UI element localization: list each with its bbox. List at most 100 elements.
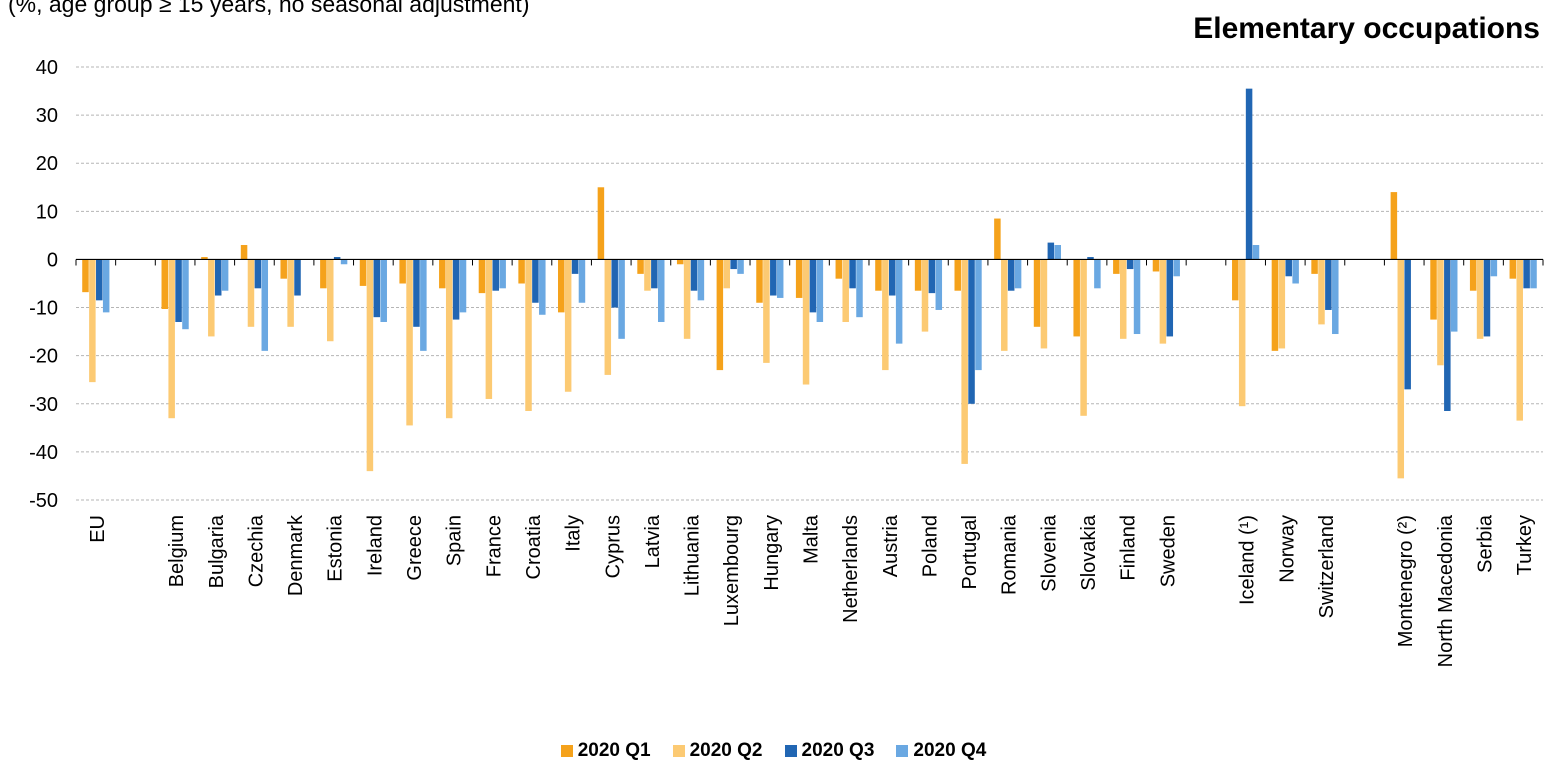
bar bbox=[82, 259, 89, 293]
bar bbox=[1007, 259, 1015, 291]
legend-item-q2: 2020 Q2 bbox=[672, 740, 763, 762]
chart-title: Elementary occupations bbox=[1193, 12, 1540, 45]
bar bbox=[1530, 259, 1537, 289]
legend-label-q1: 2020 Q1 bbox=[577, 740, 651, 761]
bar bbox=[1047, 242, 1055, 260]
bar bbox=[895, 259, 903, 344]
y-tick-label: 10 bbox=[36, 201, 58, 223]
bar bbox=[1113, 259, 1120, 274]
x-tick-label: France bbox=[483, 515, 505, 577]
bar bbox=[201, 257, 208, 260]
bar bbox=[175, 259, 182, 322]
bar bbox=[280, 259, 287, 279]
bar bbox=[327, 259, 334, 342]
bar bbox=[558, 259, 565, 313]
bar bbox=[445, 259, 453, 419]
bar bbox=[1252, 245, 1260, 260]
bar bbox=[1073, 259, 1080, 337]
bar bbox=[261, 259, 269, 351]
bar bbox=[882, 259, 889, 371]
bar bbox=[697, 259, 705, 301]
bar bbox=[161, 259, 169, 309]
x-tick-label: Sweden bbox=[1157, 515, 1179, 587]
legend-item-q4: 2020 Q4 bbox=[896, 740, 986, 762]
bar bbox=[809, 259, 817, 313]
bar bbox=[287, 259, 294, 327]
legend-item-q3: 2020 Q3 bbox=[784, 740, 874, 762]
bar bbox=[240, 245, 248, 260]
bar bbox=[340, 259, 348, 265]
x-tick-label: Croatia bbox=[523, 514, 545, 579]
x-tick-label: Greece bbox=[404, 515, 426, 581]
bar bbox=[975, 259, 982, 371]
legend-swatch-q4 bbox=[896, 745, 909, 757]
bar bbox=[359, 259, 367, 286]
bar bbox=[637, 259, 644, 274]
bar bbox=[1311, 259, 1318, 274]
x-tick-label: Cyprus bbox=[602, 515, 624, 578]
bar bbox=[1516, 259, 1523, 421]
bar bbox=[1126, 259, 1134, 270]
bar bbox=[756, 259, 763, 303]
bar bbox=[1332, 259, 1339, 335]
x-tick-label: Iceland (¹) bbox=[1237, 515, 1259, 605]
bar bbox=[597, 187, 605, 260]
bar bbox=[1397, 259, 1405, 479]
bar bbox=[835, 259, 843, 279]
bar bbox=[875, 259, 882, 291]
bar bbox=[1450, 259, 1458, 332]
bar bbox=[770, 259, 777, 296]
bar bbox=[571, 259, 579, 274]
bar bbox=[1054, 245, 1061, 260]
bar bbox=[856, 259, 863, 318]
bar bbox=[208, 259, 215, 337]
bar bbox=[763, 259, 770, 363]
bar bbox=[842, 259, 849, 322]
bar bbox=[333, 257, 341, 260]
bar bbox=[604, 259, 612, 375]
bar bbox=[730, 259, 737, 270]
bar bbox=[1159, 259, 1167, 344]
bar bbox=[539, 259, 546, 315]
bar bbox=[611, 259, 618, 308]
bar bbox=[485, 259, 493, 399]
bar-chart: 40 30 20 10 0 -10 -20 -30 -40 -50 EU Belgium Bulgari… bbox=[29, 57, 1544, 667]
x-tick-label: Estonia bbox=[325, 514, 347, 582]
x-tick-label: Slovenia bbox=[1038, 514, 1060, 592]
x-tick-label: Romania bbox=[999, 514, 1021, 595]
x-tick-label: Bulgaria bbox=[206, 514, 228, 588]
bar bbox=[1278, 259, 1286, 349]
bar bbox=[935, 259, 943, 310]
bar bbox=[1245, 88, 1253, 260]
bar bbox=[492, 259, 500, 291]
bar bbox=[1271, 259, 1279, 351]
bar bbox=[1318, 259, 1325, 325]
y-tick-label: 30 bbox=[36, 105, 58, 127]
bar bbox=[1152, 259, 1160, 272]
bar bbox=[1285, 259, 1292, 277]
y-tick-label: 20 bbox=[36, 153, 58, 175]
x-tick-label: Portugal bbox=[959, 515, 981, 590]
bar bbox=[1325, 259, 1332, 310]
legend-item-q1: 2020 Q1 bbox=[560, 740, 651, 762]
bar bbox=[1509, 259, 1517, 279]
x-tick-label: Austria bbox=[880, 514, 902, 577]
bar bbox=[776, 259, 784, 298]
bar bbox=[182, 259, 189, 330]
y-tick-label: 0 bbox=[47, 249, 58, 271]
bar bbox=[1014, 259, 1022, 289]
bar bbox=[1033, 259, 1041, 327]
x-tick-label: Belgium bbox=[166, 515, 188, 587]
bar bbox=[795, 259, 803, 298]
bar bbox=[1173, 259, 1180, 277]
bar bbox=[1238, 259, 1246, 407]
bar bbox=[254, 259, 262, 289]
bar bbox=[716, 259, 724, 371]
bar bbox=[1490, 259, 1498, 277]
bar bbox=[954, 259, 961, 291]
x-tick-label: Norway bbox=[1276, 515, 1298, 583]
bar bbox=[102, 259, 110, 313]
x-tick-label: Finland bbox=[1118, 515, 1140, 581]
x-tick-label: Ireland bbox=[364, 515, 386, 576]
bar bbox=[373, 259, 381, 318]
